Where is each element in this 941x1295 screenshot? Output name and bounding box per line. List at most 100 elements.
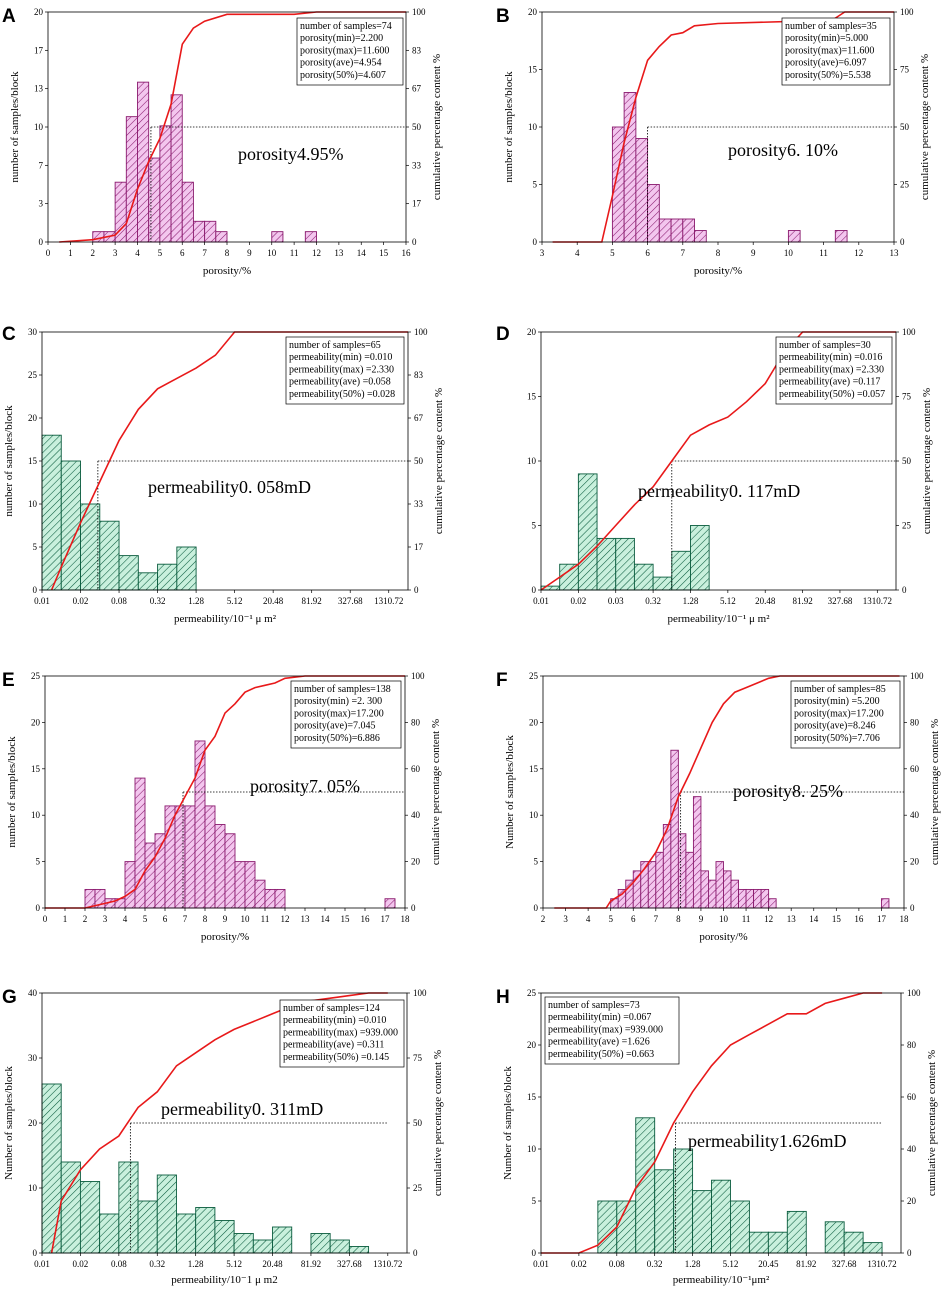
panel-letter: C xyxy=(2,324,16,345)
x-tick-label: 9 xyxy=(247,248,252,258)
y2-tick-label: 0 xyxy=(413,1248,418,1258)
y2-axis-title: cumulative percentage content % xyxy=(430,719,442,865)
x-tick-label: 0.02 xyxy=(571,1259,587,1269)
x-tick-label: 0.02 xyxy=(570,596,586,606)
x-tick-label: 81.92 xyxy=(792,596,812,606)
stats-line: porosity(min) =5.200 xyxy=(794,696,880,707)
histogram-bar xyxy=(615,537,635,591)
x-tick-label: 7 xyxy=(654,914,659,924)
x-tick-label: 12 xyxy=(281,914,290,924)
histogram-bar xyxy=(144,842,156,909)
x-tick-label: 0.01 xyxy=(34,1259,50,1269)
y2-tick-label: 100 xyxy=(411,671,425,681)
y-tick-label: 15 xyxy=(527,392,537,402)
x-tick-label: 4 xyxy=(135,248,140,258)
x-tick-label: 3 xyxy=(113,248,118,258)
stats-box xyxy=(790,680,901,749)
x-tick-label: 9 xyxy=(751,248,756,258)
histogram-bar xyxy=(118,555,139,591)
histogram-bar xyxy=(92,231,105,243)
stats-line: permeability(max) =939.000 xyxy=(548,1024,663,1035)
y2-tick-label: 20 xyxy=(411,857,421,867)
histogram-bar xyxy=(192,220,206,243)
histogram-bar xyxy=(647,184,660,243)
stats-line: porosity(50%)=6.886 xyxy=(294,733,380,744)
y-tick-label: 20 xyxy=(527,327,537,337)
y2-tick-label: 20 xyxy=(907,1196,917,1206)
x-tick-label: 0 xyxy=(43,914,48,924)
y2-tick-label: 80 xyxy=(411,717,421,727)
cumulative-curve xyxy=(540,331,896,591)
y2-axis-title: cumulative percentage content % xyxy=(433,388,445,534)
y-tick-label: 3 xyxy=(39,199,44,209)
histogram-bar xyxy=(252,1239,273,1254)
y-tick-label: 10 xyxy=(529,810,539,820)
x-tick-label: 10 xyxy=(241,914,251,924)
x-tick-label: 0.08 xyxy=(111,596,127,606)
y2-tick-label: 67 xyxy=(412,84,422,94)
stats-line: permeability(min) =0.067 xyxy=(548,1012,651,1023)
x-tick-label: 20.45 xyxy=(758,1259,779,1269)
histogram-bar xyxy=(760,888,770,909)
x-tick-label: 0.08 xyxy=(609,1259,625,1269)
histogram-bar xyxy=(843,1231,864,1254)
histogram-bar xyxy=(164,805,176,909)
x-tick-label: 15 xyxy=(832,914,842,924)
stats-line: porosity(max)=11.600 xyxy=(300,45,389,56)
histogram-bar xyxy=(176,1213,197,1254)
y-tick-label: 15 xyxy=(28,456,38,466)
y2-tick-label: 80 xyxy=(907,1040,917,1050)
panel-letter: D xyxy=(496,324,510,345)
y2-tick-label: 0 xyxy=(412,237,417,247)
x-tick-label: 16 xyxy=(854,914,864,924)
x-tick-label: 11 xyxy=(290,248,299,258)
stats-line: number of samples=85 xyxy=(794,684,886,695)
y-tick-label: 10 xyxy=(28,499,38,509)
x-tick-label: 5 xyxy=(610,248,615,258)
histogram-bar xyxy=(234,861,246,909)
stats-line: porosity(50%)=5.538 xyxy=(785,70,871,81)
histogram-bar xyxy=(125,116,138,243)
y2-tick-label: 0 xyxy=(411,903,416,913)
y2-tick-label: 60 xyxy=(411,764,421,774)
histogram-bar xyxy=(271,231,284,243)
histogram-bar xyxy=(348,1246,370,1254)
cumulative-curve xyxy=(50,992,388,1254)
mean-annotation: porosity6. 10% xyxy=(728,140,838,160)
x-tick-label: 9 xyxy=(699,914,704,924)
y2-tick-label: 80 xyxy=(910,717,920,727)
x-tick-label: 13 xyxy=(787,914,797,924)
histogram-bar xyxy=(786,1210,807,1254)
histogram-bar xyxy=(214,1220,235,1254)
stats-line: permeability(min) =0.010 xyxy=(283,1015,386,1026)
stats-box xyxy=(781,17,891,86)
y2-tick-label: 100 xyxy=(902,327,916,337)
histogram-bar xyxy=(184,805,196,909)
x-tick-label: 1.28 xyxy=(188,1259,204,1269)
cumulative-curve xyxy=(50,331,408,591)
mean-annotation: permeability0. 117mD xyxy=(638,481,800,501)
histogram-bar xyxy=(174,805,186,909)
histogram-bar xyxy=(685,851,694,909)
x-axis-title: permeability/10⁻1 μ m2 xyxy=(171,1274,277,1286)
y2-tick-label: 50 xyxy=(902,456,912,466)
histogram-bar xyxy=(694,230,707,243)
x-tick-label: 8 xyxy=(225,248,230,258)
y2-tick-label: 0 xyxy=(900,237,905,247)
stats-line: porosity(max)=17.200 xyxy=(294,708,384,719)
histogram-bar xyxy=(677,833,687,909)
x-tick-label: 13 xyxy=(301,914,311,924)
x-axis-title: permeability/10⁻¹ μ m² xyxy=(667,613,770,625)
histogram-bar xyxy=(41,434,62,591)
histogram-bar xyxy=(204,805,216,909)
x-tick-label: 4 xyxy=(575,248,580,258)
y2-axis-title: cumulative percentage content % xyxy=(926,1050,938,1196)
stats-line: permeability(50%) =0.145 xyxy=(283,1052,389,1063)
y-tick-label: 15 xyxy=(529,764,539,774)
x-tick-label: 1 xyxy=(63,914,68,924)
y-tick-label: 30 xyxy=(28,327,38,337)
y2-axis-title: cumulative percentage content % xyxy=(921,388,933,534)
y2-tick-label: 75 xyxy=(902,392,912,402)
x-tick-label: 8 xyxy=(203,914,208,924)
chart-panel-E: 0 1 2 3 4 5 6 7 8 9 10 11 12 13 14 15 16 17 18051015202502… xyxy=(2,670,442,943)
